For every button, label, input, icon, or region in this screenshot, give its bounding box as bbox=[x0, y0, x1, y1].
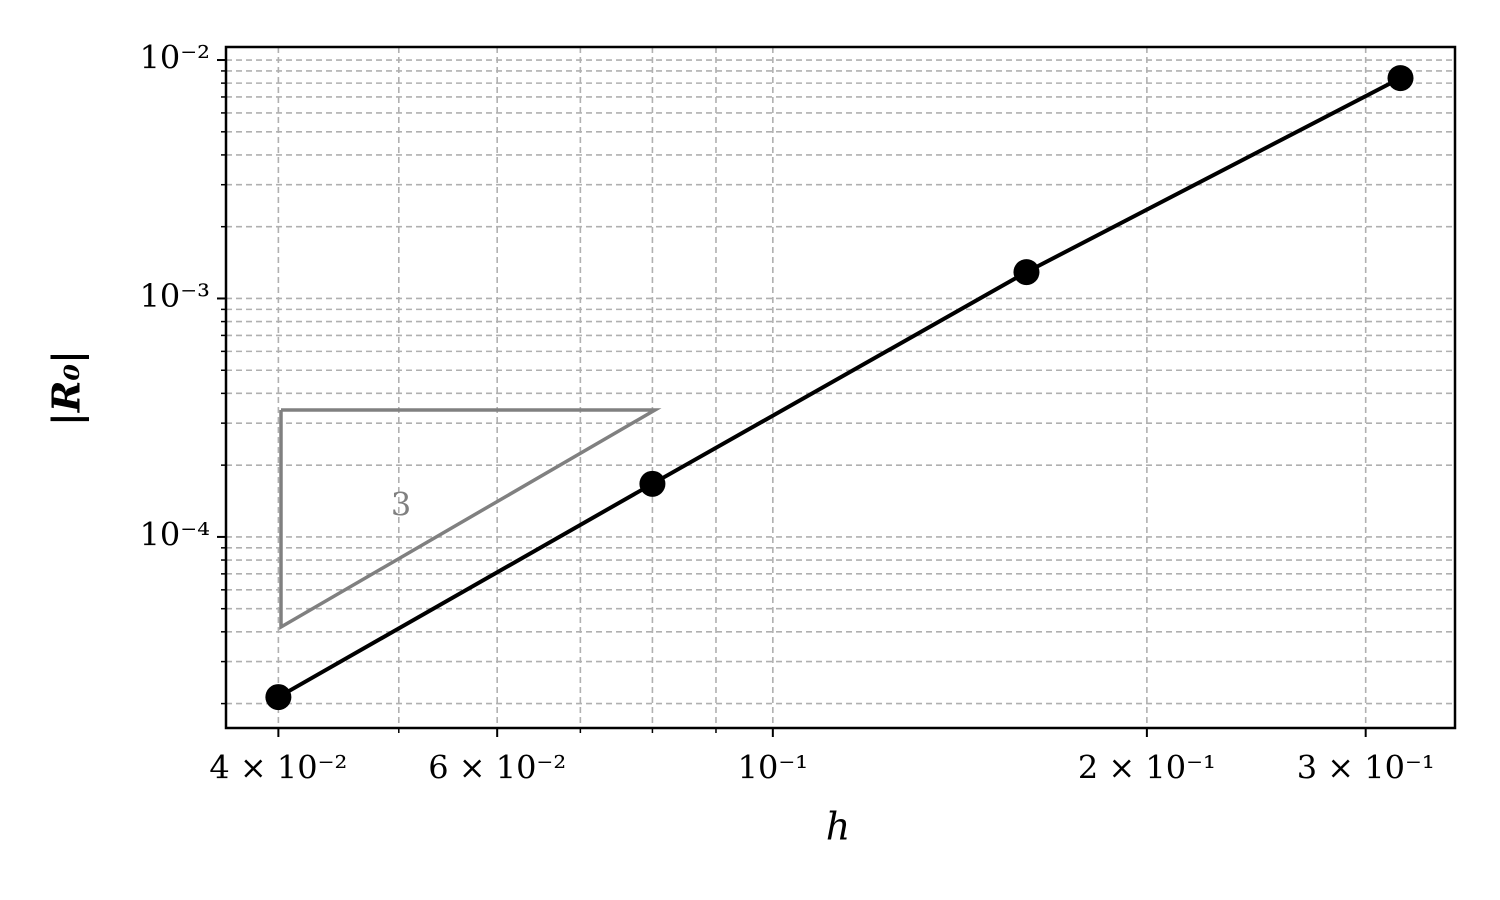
x-tick-label: 6 × 10⁻² bbox=[428, 749, 566, 787]
x-tick-label: 4 × 10⁻² bbox=[209, 749, 347, 787]
grid bbox=[226, 47, 1455, 728]
data-point bbox=[1013, 259, 1040, 286]
y-tick-label: 10⁻² bbox=[140, 39, 210, 77]
x-axis-label: h bbox=[826, 805, 850, 849]
plot-marks bbox=[265, 65, 1414, 711]
slope-label: 3 bbox=[391, 486, 411, 524]
data-line bbox=[277, 76, 1402, 699]
y-tick-label: 10⁻³ bbox=[140, 277, 210, 315]
plot-frame bbox=[224, 45, 1457, 730]
x-tick-label: 2 × 10⁻¹ bbox=[1078, 749, 1216, 787]
x-tick-label: 3 × 10⁻¹ bbox=[1297, 749, 1435, 787]
data-point bbox=[1387, 65, 1414, 92]
y-axis-label: |R₀| bbox=[44, 350, 89, 426]
x-tick-label: 10⁻¹ bbox=[738, 749, 808, 787]
data-point bbox=[265, 684, 292, 711]
y-tick-label: 10⁻⁴ bbox=[140, 515, 210, 553]
slope-triangle bbox=[279, 408, 662, 631]
data-point bbox=[639, 470, 666, 497]
